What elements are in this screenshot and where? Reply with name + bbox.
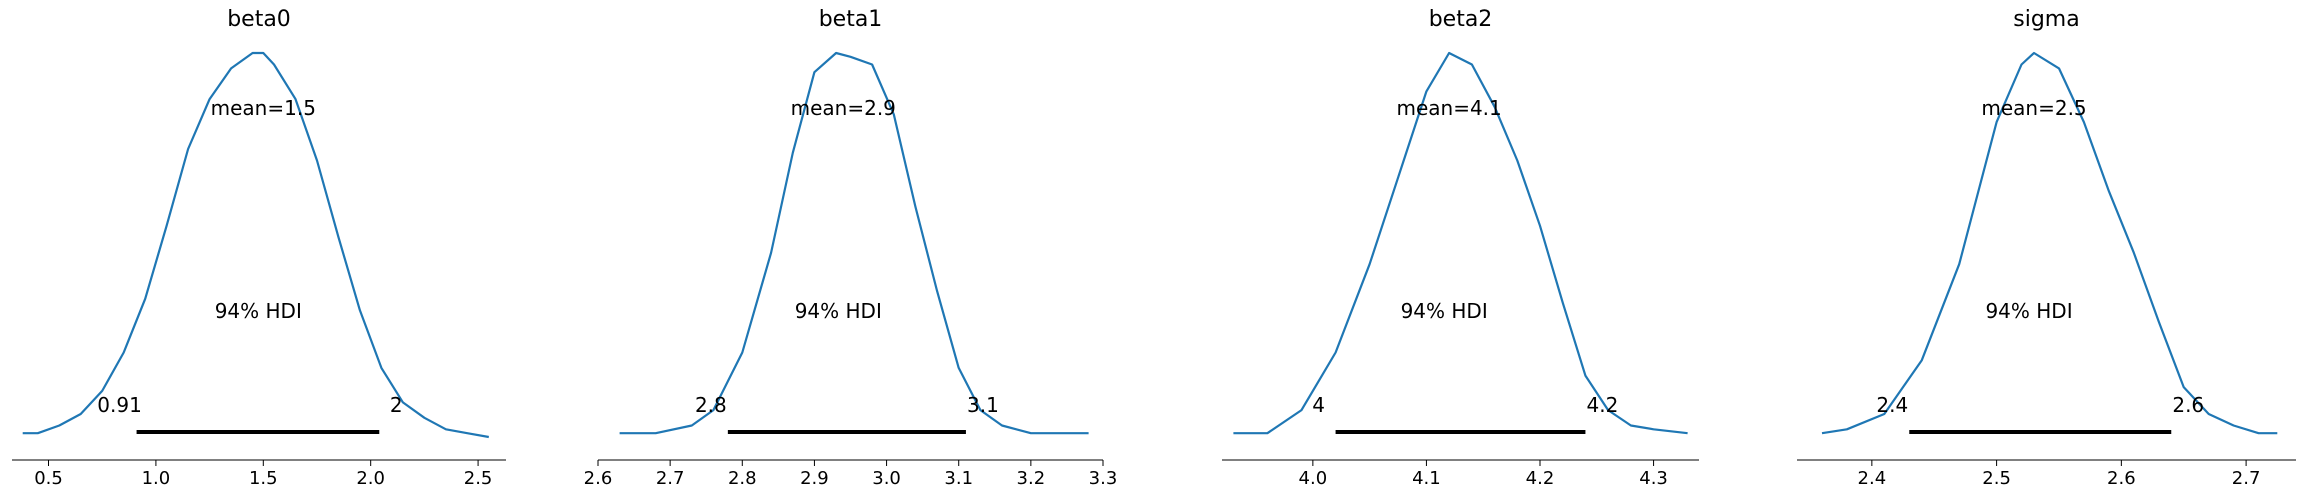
x-tick-label: 0.5 — [34, 468, 63, 489]
hdi-label: 94% HDI — [1401, 299, 1488, 323]
x-tick-label: 1.5 — [249, 468, 278, 489]
x-tick-label: 3.1 — [944, 468, 973, 489]
x-tick-label: 3.3 — [1089, 468, 1118, 489]
x-tick-label: 2.5 — [1982, 468, 2011, 489]
x-tick-label: 2.6 — [2107, 468, 2136, 489]
density-curve — [1821, 51, 2278, 435]
panel-title: beta2 — [1429, 7, 1493, 32]
mean-label: mean=1.5 — [211, 96, 316, 120]
x-tick-label: 4.1 — [1412, 468, 1441, 489]
mean-label: mean=2.9 — [791, 96, 896, 120]
x-tick-label: 2.7 — [656, 468, 685, 489]
x-tick-label: 4.0 — [1299, 468, 1328, 489]
panel-beta0: beta0 mean=1.5 94% HDI 0.91 2 0.5 1.0 1.5 2.0 2.5 — [12, 7, 506, 489]
hdi-label: 94% HDI — [1985, 299, 2072, 323]
x-tick-label: 1.0 — [142, 468, 171, 489]
x-tick-label: 2.6 — [584, 468, 613, 489]
x-tick-label: 4.3 — [1639, 468, 1668, 489]
x-tick-label: 4.2 — [1526, 468, 1555, 489]
panel-beta2: beta2 mean=4.1 94% HDI 4 4.2 4.0 4.1 4.2 4.3 — [1222, 7, 1699, 489]
x-tick-label: 3.2 — [1017, 468, 1046, 489]
x-tick-label: 2.7 — [2232, 468, 2261, 489]
x-tick-label: 2.4 — [1858, 468, 1887, 489]
hdi-upper-label: 4.2 — [1587, 393, 1619, 417]
panel-title: beta0 — [227, 7, 291, 32]
panel-title: beta1 — [819, 7, 883, 32]
hdi-upper-label: 3.1 — [967, 393, 999, 417]
hdi-lower-label: 0.91 — [97, 393, 142, 417]
hdi-upper-label: 2 — [390, 393, 403, 417]
hdi-upper-label: 2.6 — [2172, 393, 2204, 417]
x-tick-label: 2.5 — [464, 468, 493, 489]
x-tick-label: 2.0 — [356, 468, 385, 489]
hdi-label: 94% HDI — [215, 299, 302, 323]
hdi-lower-label: 2.4 — [1876, 393, 1908, 417]
hdi-lower-label: 2.8 — [695, 393, 727, 417]
density-curve — [619, 51, 1089, 435]
x-tick-label: 2.9 — [800, 468, 829, 489]
panel-beta1: beta1 mean=2.9 94% HDI 2.8 3.1 2.6 2.7 2.8 2.9 3.… — [584, 7, 1118, 489]
x-tick-label: 2.8 — [728, 468, 757, 489]
mean-label: mean=4.1 — [1396, 96, 1501, 120]
x-tick-label: 3.0 — [872, 468, 901, 489]
hdi-lower-label: 4 — [1312, 393, 1325, 417]
panel-title: sigma — [2013, 7, 2079, 32]
panel-sigma: sigma mean=2.5 94% HDI 2.4 2.6 2.4 2.5 2.6 2.7 — [1797, 7, 2296, 489]
density-curve — [22, 51, 489, 439]
hdi-label: 94% HDI — [795, 299, 882, 323]
density-curve — [1233, 51, 1688, 435]
mean-label: mean=2.5 — [1981, 96, 2086, 120]
